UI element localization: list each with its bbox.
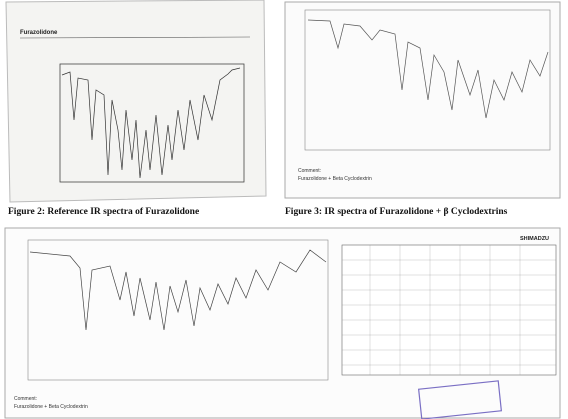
stamp (417, 380, 503, 419)
spectrum-trace (61, 67, 241, 179)
brand: SHIMADZU (520, 236, 549, 242)
spectrum-trace (29, 249, 327, 331)
comment: Furazolidone + Beta Cyclodextrin (298, 176, 372, 182)
plot-frame (304, 9, 551, 151)
comment-label: Comment: (298, 168, 321, 174)
comment-label: Comment: (14, 396, 37, 402)
table-rules (342, 245, 556, 375)
figure2-panel: Furazolidone (5, 0, 267, 203)
comment: Furazolidone + Beta Cyclodextrin (14, 404, 88, 410)
panel-frame (284, 1, 561, 199)
bottom-panel: Comment: Furazolidone + Beta Cyclodextri… (4, 227, 561, 419)
caption: Figure 3: IR spectra of Furazolidone + β… (285, 207, 508, 217)
peak-table (341, 244, 557, 376)
figure3-panel: Comment: Furazolidone + Beta Cyclodextri… (284, 1, 561, 199)
rule (19, 36, 251, 39)
plot-frame (59, 63, 245, 183)
panel-title: Furazolidone (20, 30, 58, 36)
plot-frame (27, 239, 329, 381)
spectrum-trace (307, 19, 549, 119)
caption: Figure 2: Reference IR spectra of Furazo… (8, 207, 199, 217)
